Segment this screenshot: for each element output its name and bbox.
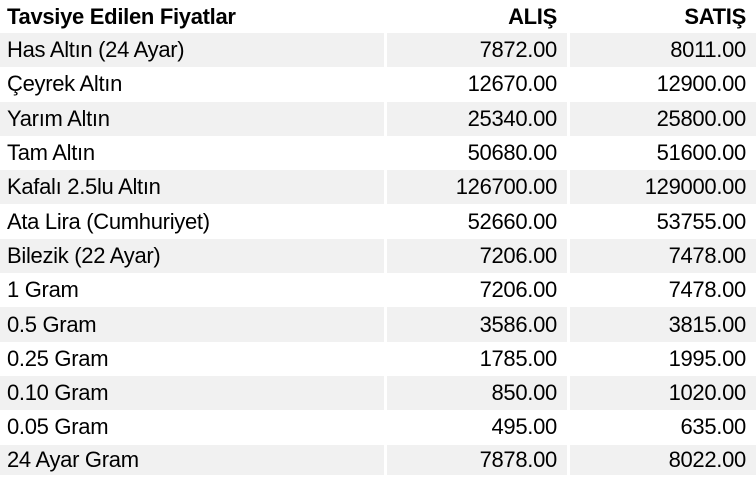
item-label: Çeyrek Altın [7, 71, 123, 97]
sell-price: 53755.00 [567, 204, 756, 239]
sell-price: 1995.00 [567, 341, 756, 376]
buy-price: 3586.00 [384, 307, 567, 342]
header-sell-column: SATIŞ [567, 0, 756, 33]
sell-price: 7478.00 [567, 273, 756, 308]
table-row: 0.5 Gram 3586.00 3815.00 [0, 307, 756, 342]
table-row: 24 Ayar Gram 7878.00 8022.00 [0, 444, 756, 479]
sell-price: 12900.00 [567, 67, 756, 102]
item-label: 0.5 Gram [0, 307, 384, 342]
buy-price: 7878.00 [384, 444, 567, 479]
item-label: 0.25 Gram [7, 345, 109, 371]
buy-price: 495.00 [384, 410, 567, 445]
header-title: Tavsiye Edilen Fiyatlar [7, 3, 236, 29]
sell-price: 7478.00 [567, 238, 756, 274]
table-row: 0.25 Gram 1785.00 1995.00 [0, 341, 756, 376]
item-label: Tam Altın [7, 140, 95, 166]
buy-price: 12670.00 [384, 67, 567, 102]
table-header-row: Tavsiye Edilen Fiyatlar ALIŞ SATIŞ [0, 0, 756, 33]
table-row: Tam Altın 50680.00 51600.00 [0, 135, 756, 171]
table-row: 1 Gram 7206.00 7478.00 [0, 273, 756, 308]
sell-price: 25800.00 [567, 101, 756, 136]
item-label: 0.10 Gram [0, 375, 384, 411]
header-buy-column: ALIŞ [384, 0, 567, 33]
sell-price: 635.00 [567, 410, 756, 445]
item-label: 0.05 Gram [7, 414, 109, 440]
buy-price: 7872.00 [384, 33, 567, 68]
table-row: Has Altın (24 Ayar) 7872.00 8011.00 [0, 33, 756, 68]
item-label: Ata Lira (Cumhuriyet) [7, 208, 210, 234]
table-row: Kafalı 2.5lu Altın 126700.00 129000.00 [0, 170, 756, 205]
buy-price: 850.00 [384, 375, 567, 411]
sell-price: 129000.00 [567, 170, 756, 205]
buy-price: 7206.00 [384, 273, 567, 308]
buy-price: 126700.00 [384, 170, 567, 205]
sell-price: 1020.00 [567, 375, 756, 411]
item-label: Has Altın (24 Ayar) [0, 33, 384, 68]
table-row: 0.10 Gram 850.00 1020.00 [0, 375, 756, 411]
table-row: 0.05 Gram 495.00 635.00 [0, 410, 756, 445]
item-label: Kafalı 2.5lu Altın [0, 170, 384, 205]
table-row: Yarım Altın 25340.00 25800.00 [0, 101, 756, 136]
table-row: Çeyrek Altın 12670.00 12900.00 [0, 67, 756, 102]
item-label: 1 Gram [7, 277, 79, 303]
buy-price: 7206.00 [384, 238, 567, 274]
sell-price: 3815.00 [567, 307, 756, 342]
item-label: 24 Ayar Gram [0, 444, 384, 479]
item-label: Yarım Altın [0, 101, 384, 136]
sell-price: 51600.00 [567, 135, 756, 171]
buy-price: 1785.00 [384, 341, 567, 376]
buy-price: 25340.00 [384, 101, 567, 136]
item-label: Bilezik (22 Ayar) [0, 238, 384, 274]
buy-price: 50680.00 [384, 135, 567, 171]
table-row: Bilezik (22 Ayar) 7206.00 7478.00 [0, 238, 756, 274]
sell-price: 8022.00 [567, 444, 756, 479]
sell-price: 8011.00 [567, 33, 756, 68]
table-row: Ata Lira (Cumhuriyet) 52660.00 53755.00 [0, 204, 756, 239]
buy-price: 52660.00 [384, 204, 567, 239]
